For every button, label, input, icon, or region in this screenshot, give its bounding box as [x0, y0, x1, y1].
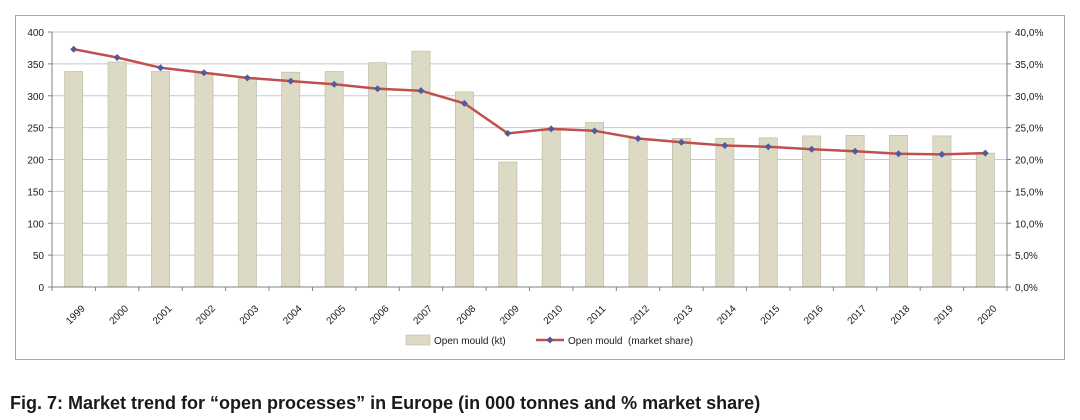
market-share-point-2003 — [243, 74, 251, 82]
market-share-point-1999 — [70, 45, 78, 53]
legend-bar-label: Open mould (kt) — [434, 336, 506, 347]
x-tick-label: 2010 — [542, 303, 566, 327]
bar-2019 — [932, 135, 952, 288]
bar-2005 — [324, 71, 344, 288]
x-tick-label: 2000 — [108, 303, 132, 327]
market-share-point-2020 — [981, 149, 989, 157]
market-share-point-2017 — [851, 147, 859, 155]
bar-2006 — [368, 62, 387, 288]
y-right-tick-label: 40,0% — [1015, 28, 1043, 39]
bar-2020 — [975, 152, 995, 288]
y-left-tick-label: 50 — [33, 251, 45, 262]
x-tick-label: 2012 — [628, 303, 652, 327]
y-left-tick-label: 350 — [27, 60, 44, 71]
bar-2002 — [194, 72, 214, 288]
y-right-tick-label: 5,0% — [1015, 251, 1038, 262]
y-right-tick-label: 15,0% — [1015, 187, 1043, 198]
bar-2004 — [281, 71, 301, 288]
x-tick-label: 2020 — [976, 303, 1000, 327]
chart-frame: 0 50 100 150 200 250 300 350 400 0,0% 5,0% 10,0% 15,… — [15, 15, 1065, 360]
bar-2003 — [237, 76, 257, 288]
x-tick-label: 2009 — [498, 303, 522, 327]
legend-bar-swatch — [405, 334, 431, 346]
market-share-point-2001 — [157, 64, 165, 72]
x-tick-label: 1999 — [64, 303, 88, 327]
y-left-tick-label: 100 — [27, 219, 44, 230]
x-tick-label: 2015 — [759, 303, 783, 327]
y-right-tick-label: 35,0% — [1015, 60, 1043, 71]
y-right-tick-label: 20,0% — [1015, 156, 1043, 167]
y-left-tick-label: 250 — [27, 124, 44, 135]
y-right-tick-label: 0,0% — [1015, 283, 1038, 294]
x-tick-label: 2004 — [281, 303, 305, 327]
bar-2018 — [889, 134, 908, 288]
bar-2009 — [498, 161, 518, 288]
x-tick-label: 2007 — [411, 303, 435, 327]
bar-2010 — [541, 128, 561, 288]
market-share-point-2008 — [460, 99, 468, 107]
y-left-tick-label: 300 — [27, 92, 44, 103]
market-share-point-2019 — [938, 150, 946, 158]
bar-2014 — [715, 138, 735, 288]
x-tick-label: 2008 — [455, 303, 479, 327]
x-tick-label: 2011 — [585, 303, 608, 326]
y-right-tick-label: 10,0% — [1015, 219, 1043, 230]
bar-2008 — [454, 91, 474, 288]
y-right-tick-label: 25,0% — [1015, 124, 1043, 135]
market-share-point-2010 — [547, 125, 555, 133]
bar-2012 — [628, 138, 648, 288]
legend-line-marker — [546, 336, 554, 344]
x-tick-label: 2019 — [932, 303, 956, 327]
bar-2011 — [585, 122, 605, 288]
market-share-point-2014 — [721, 141, 729, 149]
bar-1999 — [64, 71, 84, 288]
bar-2013 — [672, 138, 691, 288]
y-left-tick-label: 0 — [38, 283, 44, 294]
bar-2000 — [107, 61, 127, 288]
bar-2017 — [845, 134, 865, 288]
x-tick-label: 2017 — [846, 303, 870, 327]
market-share-point-2005 — [330, 80, 338, 88]
x-tick-label: 2018 — [889, 303, 913, 327]
market-share-line — [73, 47, 986, 156]
market-share-point-2007 — [417, 87, 425, 95]
chart-plot: 0 50 100 150 200 250 300 350 400 0,0% 5,0% 10,0% 15,… — [27, 28, 1043, 347]
market-share-point-2006 — [374, 85, 382, 93]
market-share-point-2012 — [634, 134, 642, 142]
x-tick-label: 2001 — [151, 303, 175, 327]
figure-caption: Fig. 7: Market trend for “open processes… — [10, 393, 761, 413]
bar-2016 — [802, 135, 822, 288]
x-tick-label: 2016 — [802, 303, 826, 327]
x-tick-label: 2013 — [672, 303, 696, 327]
market-share-point-2002 — [200, 69, 208, 77]
market-share-point-2016 — [808, 145, 816, 153]
bar-2015 — [758, 137, 778, 288]
y-left-tick-label: 400 — [27, 28, 44, 39]
market-share-point-2018 — [894, 150, 902, 158]
x-tick-label: 2014 — [715, 303, 739, 327]
bar-2001 — [151, 71, 170, 288]
market-share-point-2011 — [591, 127, 599, 135]
market-share-point-2000 — [113, 54, 121, 61]
legend-line-label: Open mould (market share) — [568, 336, 693, 347]
y-left-tick-label: 200 — [27, 156, 44, 167]
x-tick-label: 2005 — [325, 303, 349, 327]
y-left-tick-label: 150 — [27, 187, 44, 198]
x-tick-label: 2006 — [368, 303, 392, 327]
x-tick-label: 2002 — [194, 303, 218, 327]
x-tick-label: 2003 — [238, 303, 262, 327]
market-share-point-2013 — [677, 138, 685, 146]
y-right-tick-label: 30,0% — [1015, 92, 1043, 103]
market-share-point-2015 — [764, 143, 772, 151]
market-share-point-2004 — [287, 77, 295, 85]
bar-2007 — [411, 50, 431, 288]
market-share-point-2009 — [504, 129, 512, 137]
